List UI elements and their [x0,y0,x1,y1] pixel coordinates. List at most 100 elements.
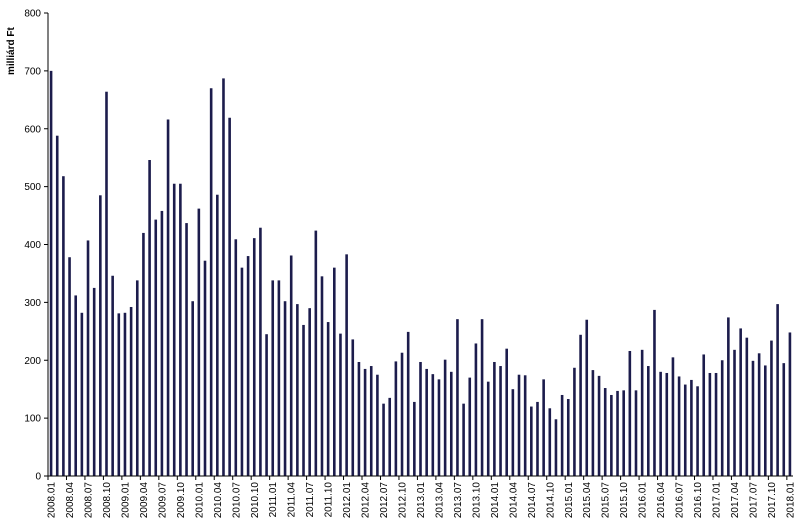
x-tick-label: 2012.07 [379,482,390,519]
bar [222,78,225,477]
bar [517,374,521,476]
x-tick-label: 2013.07 [453,482,464,519]
bar [123,312,127,476]
y-tick-label: 300 [24,298,41,309]
bar [234,239,238,476]
bar [166,119,170,477]
bar [363,368,367,476]
bar [462,403,465,476]
bar [277,280,281,476]
x-tick-label: 2010.01 [194,482,205,519]
bar [739,328,742,476]
bar [677,376,681,476]
bar [480,319,484,476]
x-axis-ticks: 2008.01 2008.04 2008.07 2008.10 2009.01 2009.… [47,476,796,519]
bar [560,394,564,476]
bar [271,280,275,476]
y-tick-label: 700 [24,66,41,77]
bar [308,308,311,476]
bar [622,390,625,476]
x-tick-label: 2016.07 [675,482,686,519]
bar [376,374,379,476]
x-tick-label: 2015.07 [601,482,612,519]
x-tick-label: 2009.01 [120,482,131,519]
x-tick-label: 2014.07 [527,482,538,519]
y-tick-label: 100 [24,414,41,425]
x-tick-label: 2009.04 [139,482,150,519]
bar [62,176,65,476]
bar [579,334,582,476]
bar [683,384,687,476]
bar [720,360,724,476]
bar [425,368,428,476]
y-tick-label: 0 [35,472,41,483]
bar [302,324,305,476]
bar [554,419,558,476]
y-axis-ticks: 0 100 200 300 400 500 600 700 800 [24,9,48,483]
bar [49,70,53,476]
bar [536,401,539,476]
bar [708,372,712,476]
bar-series [49,70,792,477]
bar [296,304,299,476]
bar [763,365,767,476]
bar [542,379,545,476]
x-tick-label: 2014.10 [545,482,556,519]
bar [665,372,669,476]
x-tick-label: 2014.01 [490,482,501,519]
bar [357,361,361,476]
x-tick-label: 2013.04 [434,482,445,519]
bar [585,319,589,476]
bar [788,332,792,476]
bar [727,317,730,476]
y-tick-label: 500 [24,182,41,193]
x-tick-label: 2017.04 [730,482,741,519]
bar [573,367,576,476]
bar [185,223,188,476]
bar [523,375,527,476]
bar [240,267,244,476]
x-tick-label: 2011.10 [324,482,335,518]
x-tick-label: 2010.04 [213,482,224,519]
x-tick-label: 2018.01 [785,482,796,519]
x-tick-label: 2011.01 [268,482,279,518]
bar [474,343,478,476]
bar [591,370,595,476]
bar [382,403,385,476]
x-tick-label: 2013.10 [471,482,482,519]
bar [68,257,71,476]
y-tick-label: 800 [24,9,41,20]
x-tick-label: 2012.04 [361,482,372,519]
bar [345,254,348,476]
bar [493,361,496,476]
x-tick-label: 2011.07 [305,482,316,518]
bar [449,371,453,476]
bar [603,388,607,476]
bar [770,340,773,476]
bar [148,160,151,476]
bar [776,304,779,476]
bar [733,349,736,476]
x-tick-label: 2014.04 [508,482,519,519]
bar [283,301,287,476]
bar [142,232,145,476]
bar [745,337,749,476]
bar [419,361,422,476]
bar [74,295,78,476]
x-tick-label: 2010.07 [231,482,242,519]
bar [634,390,638,476]
x-tick-label: 2008.01 [47,482,58,519]
bar [265,334,268,476]
bar [228,117,231,476]
bar [610,394,613,476]
x-tick-label: 2008.07 [84,482,95,519]
x-tick-label: 2015.01 [564,482,575,519]
bar [55,135,59,476]
bar [696,386,699,476]
bar [135,280,139,476]
bar [616,390,619,476]
x-tick-label: 2016.04 [656,482,667,519]
bar [714,372,718,476]
bar [597,375,601,476]
